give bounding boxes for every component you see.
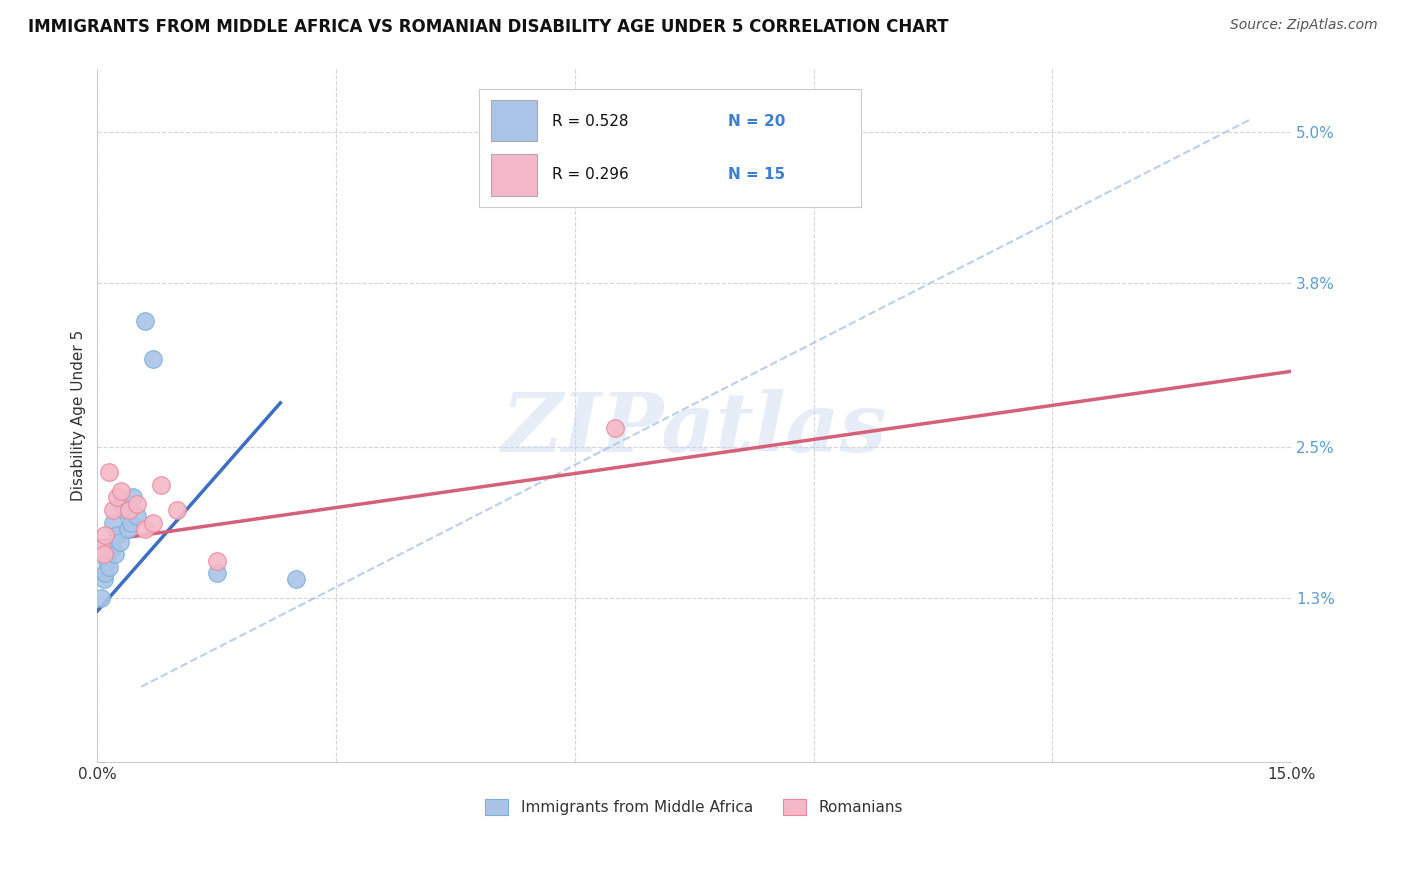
Point bbox=[118, 503, 141, 517]
Point bbox=[90, 541, 112, 555]
Point bbox=[127, 509, 149, 524]
Point bbox=[103, 516, 125, 530]
Point bbox=[205, 566, 228, 581]
Text: Source: ZipAtlas.com: Source: ZipAtlas.com bbox=[1230, 18, 1378, 32]
Point bbox=[94, 528, 117, 542]
Point bbox=[94, 566, 117, 581]
Point bbox=[134, 314, 156, 328]
Point bbox=[142, 351, 165, 366]
Point bbox=[98, 465, 121, 479]
Point bbox=[142, 516, 165, 530]
Point bbox=[134, 522, 156, 536]
Point bbox=[98, 560, 121, 574]
Point bbox=[205, 553, 228, 567]
Point bbox=[110, 497, 132, 511]
Point bbox=[105, 491, 128, 505]
Point bbox=[127, 497, 149, 511]
Point bbox=[93, 573, 115, 587]
Point bbox=[96, 553, 118, 567]
Text: ZIPatlas: ZIPatlas bbox=[502, 389, 887, 469]
Point bbox=[122, 491, 145, 505]
Legend: Immigrants from Middle Africa, Romanians: Immigrants from Middle Africa, Romanians bbox=[477, 790, 912, 824]
Point bbox=[114, 503, 136, 517]
Point bbox=[100, 541, 122, 555]
Point bbox=[108, 534, 131, 549]
Point bbox=[166, 503, 188, 517]
Point bbox=[90, 591, 112, 606]
Point bbox=[110, 484, 132, 499]
Point bbox=[117, 522, 139, 536]
Point bbox=[285, 573, 308, 587]
Point bbox=[120, 516, 142, 530]
Point bbox=[105, 528, 128, 542]
Point bbox=[93, 547, 115, 561]
Point bbox=[603, 421, 626, 435]
Point bbox=[104, 547, 127, 561]
Y-axis label: Disability Age Under 5: Disability Age Under 5 bbox=[72, 330, 86, 501]
Point bbox=[150, 478, 173, 492]
Text: IMMIGRANTS FROM MIDDLE AFRICA VS ROMANIAN DISABILITY AGE UNDER 5 CORRELATION CHA: IMMIGRANTS FROM MIDDLE AFRICA VS ROMANIA… bbox=[28, 18, 949, 36]
Point bbox=[103, 503, 125, 517]
